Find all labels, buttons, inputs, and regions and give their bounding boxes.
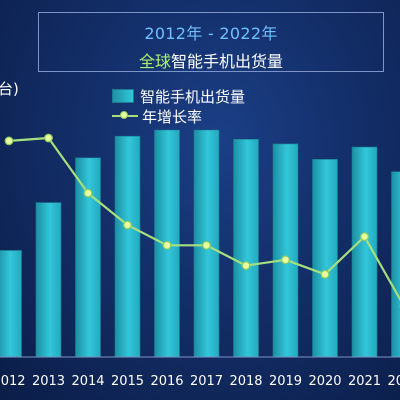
legend-item-shipments: 智能手机出货量 bbox=[112, 86, 245, 106]
growth-point-2015 bbox=[123, 220, 132, 230]
bar-2013 bbox=[35, 202, 62, 358]
chart-title-box: 2012年 - 2022年 全球智能手机出货量 bbox=[38, 12, 384, 72]
legend-item-growth: 年增长率 bbox=[112, 106, 245, 126]
bar-2015 bbox=[114, 135, 141, 358]
chart-title: 全球智能手机出货量 bbox=[39, 48, 383, 72]
x-tick-label-2015: 2015 bbox=[111, 374, 144, 389]
bar-2014 bbox=[75, 157, 101, 358]
chart-title-prefix: 全球 bbox=[138, 52, 171, 71]
x-tick-label-2020: 2020 bbox=[308, 374, 341, 389]
growth-point-2012 bbox=[4, 136, 14, 146]
bar-2022 bbox=[391, 171, 400, 358]
x-tick-label-2017: 2017 bbox=[190, 374, 223, 389]
x-tick-label-2018: 2018 bbox=[229, 374, 262, 389]
x-tick-label-2016: 2016 bbox=[150, 374, 183, 389]
growth-point-2014 bbox=[83, 188, 93, 198]
x-tick-label-2013: 2013 bbox=[32, 374, 65, 389]
chart-title-rest: 智能手机出货量 bbox=[171, 52, 284, 71]
legend-label-growth: 年增长率 bbox=[142, 107, 203, 126]
growth-point-2018 bbox=[241, 261, 251, 271]
legend-label-shipments: 智能手机出货量 bbox=[140, 87, 246, 106]
bar-2012 bbox=[0, 250, 22, 358]
legend: 智能手机出货量 年增长率 bbox=[112, 86, 245, 126]
x-tick-label-2022: 2022 bbox=[387, 374, 400, 389]
growth-point-2017 bbox=[202, 240, 211, 250]
bar-2020 bbox=[312, 159, 338, 358]
growth-point-2021 bbox=[360, 232, 369, 242]
chart-title-period: 2012年 - 2022年 bbox=[144, 24, 278, 43]
bar-2019 bbox=[272, 143, 299, 358]
x-tick-label-2014: 2014 bbox=[71, 374, 104, 389]
x-tick-label-2019: 2019 bbox=[269, 374, 302, 389]
growth-point-2020 bbox=[320, 269, 330, 279]
x-tick-label-2012: 2012 bbox=[0, 374, 26, 389]
bar-2018 bbox=[233, 138, 259, 358]
growth-point-2013 bbox=[44, 133, 53, 143]
growth-point-2019 bbox=[281, 255, 290, 265]
growth-point-2016 bbox=[162, 240, 172, 250]
y-axis-unit-label: 台) bbox=[0, 80, 19, 98]
legend-line-swatch bbox=[112, 110, 138, 122]
legend-bar-swatch bbox=[112, 89, 134, 103]
x-tick-label-2021: 2021 bbox=[348, 374, 381, 389]
